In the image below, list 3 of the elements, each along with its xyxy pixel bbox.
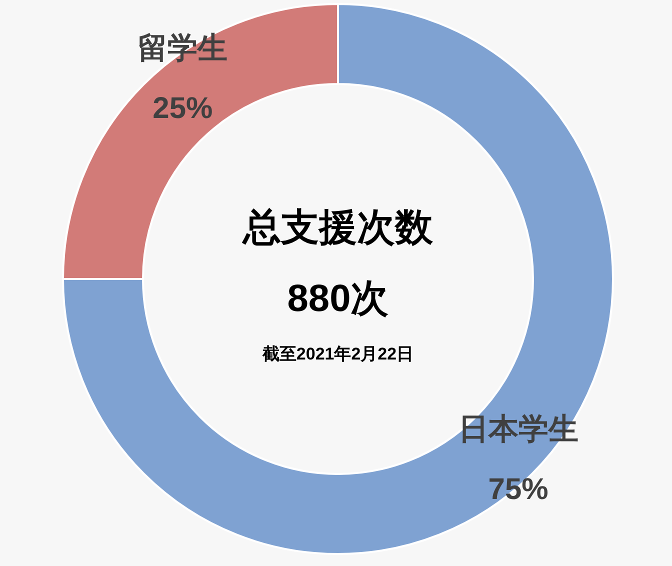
annotation: 截至2021年2月22日: [262, 344, 414, 364]
title: 总支援次数: [243, 207, 433, 249]
subtitle: 880次: [287, 278, 389, 320]
